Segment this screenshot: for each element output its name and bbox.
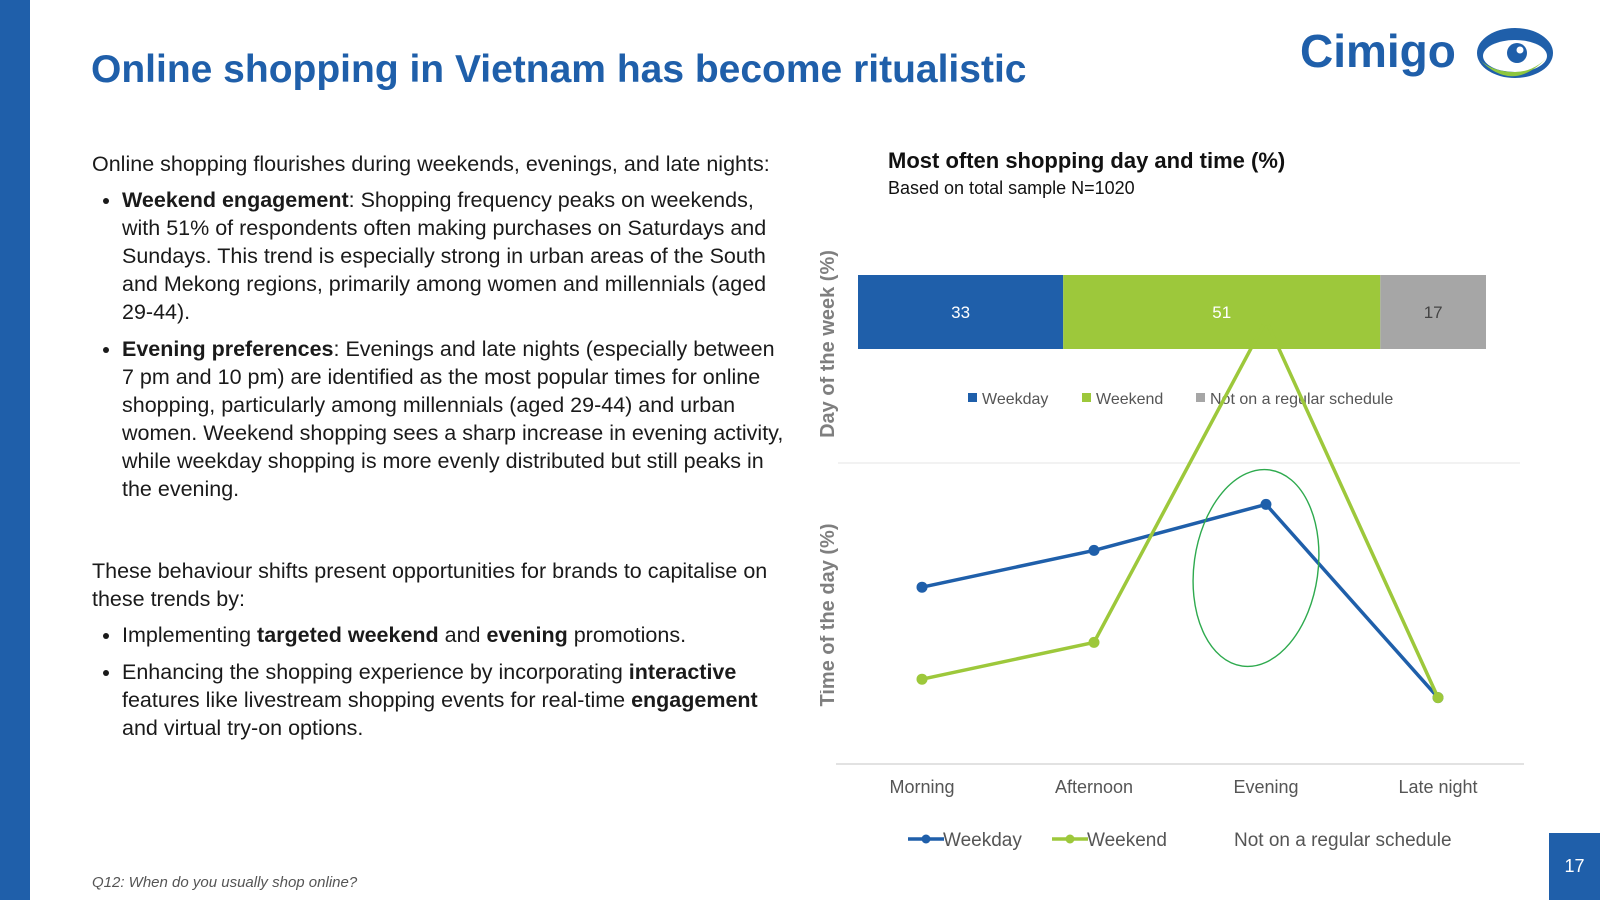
chart-subtitle: Based on total sample N=1020	[888, 178, 1135, 198]
opportunity-promotions: Implementing targeted weekend and evenin…	[122, 621, 792, 649]
opportunities-paragraph: These behaviour shifts present opportuni…	[92, 559, 768, 611]
line-legend-not-on-a-regular-schedule: Not on a regular schedule	[1234, 830, 1452, 851]
line-axis-title: Time of the day (%)	[820, 524, 839, 707]
eye-icon	[1477, 28, 1553, 78]
x-tick-late-night: Late night	[1398, 777, 1477, 797]
bar-label-weekday: 33	[951, 303, 970, 322]
point-weekend-morning	[916, 673, 928, 685]
bar-segment-not-on-a-regular-schedule	[1380, 275, 1486, 349]
x-tick-evening: Evening	[1233, 777, 1298, 797]
chart-title: Most often shopping day and time (%)	[888, 148, 1286, 173]
findings-list: Weekend engagement: Shopping frequency p…	[92, 186, 792, 503]
finding-evening: Evening preferences: Evenings and late n…	[122, 335, 792, 503]
logo-wordmark: Cimigo	[1300, 25, 1456, 77]
x-tick-morning: Morning	[889, 777, 954, 797]
page-title: Online shopping in Vietnam has become ri…	[91, 48, 1027, 91]
point-weekend-late-night	[1432, 692, 1444, 704]
line-legend-marker-weekday	[921, 834, 931, 844]
left-accent-bar	[0, 0, 30, 900]
evening-highlight-ellipse	[1192, 468, 1320, 668]
bar-segment-weekday	[858, 275, 1064, 349]
point-weekend-afternoon	[1088, 636, 1100, 648]
intro-paragraph: Online shopping flourishes during weeken…	[92, 152, 770, 176]
bar-legend-swatch-weekend	[1082, 393, 1091, 402]
bar-label-not-on-a-regular-schedule: 17	[1424, 303, 1443, 322]
point-weekday-evening	[1260, 498, 1272, 510]
x-tick-afternoon: Afternoon	[1055, 777, 1133, 797]
bar-segment-weekend	[1063, 275, 1381, 349]
bar-legend-swatch-weekday	[968, 393, 977, 402]
bar-legend-weekday: Weekday	[982, 391, 1048, 408]
opportunity-experience: Enhancing the shopping experience by inc…	[122, 658, 792, 742]
bar-label-weekend: 51	[1212, 303, 1231, 322]
bar-axis-title: Day of the week (%)	[820, 250, 839, 438]
shopping-day-time-chart: 33 51 17 Day of the week (%) Weekday Weekend N…	[820, 250, 1524, 851]
body-text: Online shopping flourishes during weeken…	[92, 150, 792, 751]
page-number: 17	[1549, 833, 1600, 900]
finding-weekend: Weekend engagement: Shopping frequency p…	[122, 186, 792, 326]
opportunities-list: Implementing targeted weekend and evenin…	[92, 621, 792, 742]
cimigo-logo: Cimigo	[1300, 25, 1553, 78]
line-series-weekend	[921, 318, 1440, 699]
point-weekday-afternoon	[1088, 544, 1100, 556]
point-weekday-morning	[916, 581, 928, 593]
line-legend-weekday: Weekday	[943, 830, 1022, 851]
line-series-weekday	[921, 502, 1440, 699]
point-weekend-evening	[1260, 314, 1272, 326]
line-legend-marker-weekend	[1065, 834, 1075, 844]
line-legend-weekend: Weekend	[1087, 830, 1167, 851]
footnote: Q12: When do you usually shop online?	[92, 874, 358, 891]
bar-legend-weekend: Weekend	[1096, 391, 1163, 408]
bar-legend-swatch-not-on-a-regular-schedule	[1196, 393, 1205, 402]
